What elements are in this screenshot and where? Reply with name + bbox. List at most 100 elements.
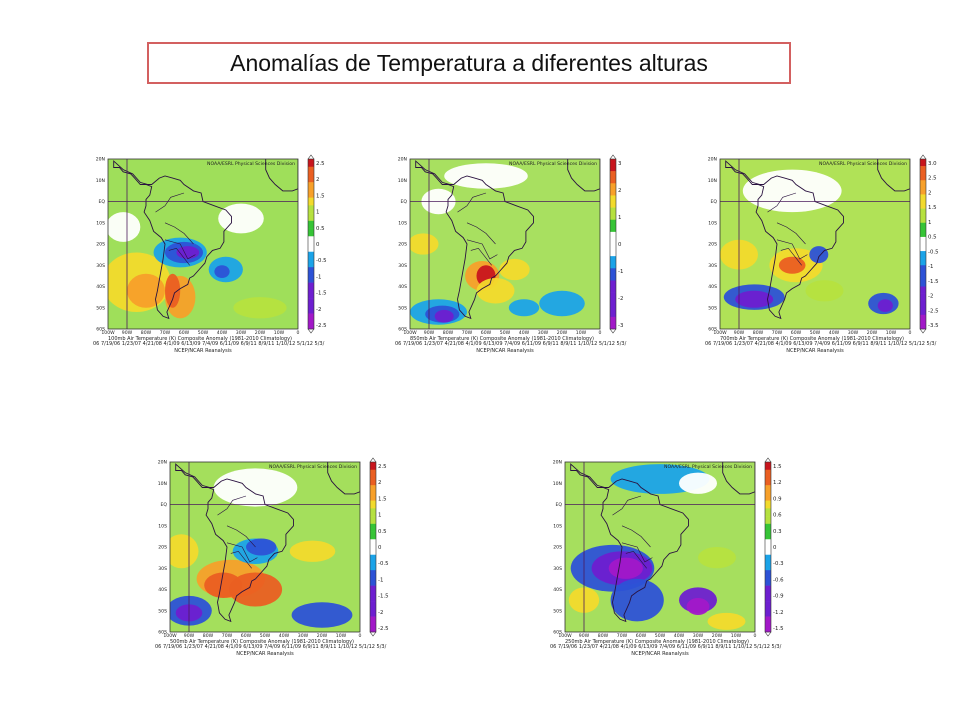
colorbar-segment <box>765 608 771 617</box>
colorbar-segment <box>308 213 314 222</box>
colorbar-label: 1.5 <box>378 496 387 502</box>
map-dates: 06 7/19/06 1/23/07 4/21/08 4/1/09 6/13/0… <box>93 341 325 347</box>
colorbar-segment <box>765 616 771 625</box>
anomaly-blob <box>165 273 181 308</box>
colorbar-label: 0.3 <box>773 529 782 535</box>
colorbar-segment <box>308 259 314 268</box>
colorbar-segment <box>370 477 376 486</box>
colorbar-segment <box>610 171 616 184</box>
map-figure: NOAA/ESRL Physical Sciences Division 20N 1… <box>705 154 939 354</box>
lon-label: 30W <box>848 330 859 336</box>
country-border <box>776 239 808 260</box>
lon-label: 60W <box>791 330 802 336</box>
anomaly-blob <box>499 258 530 281</box>
anomaly-blob <box>289 540 336 562</box>
map-source: NCEP/NCAR Reanalysis <box>786 348 844 354</box>
colorbar-label: -1.5 <box>316 291 327 297</box>
colorbar-segment <box>370 593 376 602</box>
lat-label: EQ <box>710 199 717 205</box>
lat-label: EQ <box>160 502 167 508</box>
anomaly-blob <box>877 299 893 312</box>
colorbar-label: 1 <box>928 220 931 226</box>
lat-label: 20S <box>158 545 167 551</box>
colorbar-segment <box>920 229 926 238</box>
map-dates: 06 7/19/06 1/23/07 4/21/08 4/1/09 6/13/0… <box>705 341 937 347</box>
colorbar-label: 0 <box>618 242 622 248</box>
map-panel-500mb: NOAA/ESRL Physical Sciences Division 20N 1… <box>150 457 410 658</box>
colorbar-label: -1 <box>316 274 321 280</box>
lon-label: 40W <box>829 330 840 336</box>
anomaly-blob <box>539 290 585 317</box>
map-frame <box>409 158 601 330</box>
lat-label: 60S <box>96 327 105 333</box>
colorbar-label: -0.3 <box>773 561 784 567</box>
colorbar-segment <box>370 624 376 633</box>
colorbar-label: 1.5 <box>316 193 325 199</box>
colorbar-segment <box>920 201 926 209</box>
colorbar-label: 2 <box>928 190 931 196</box>
colorbar-label: 2.5 <box>316 161 325 167</box>
colorbar-label: -0.9 <box>773 594 784 600</box>
country-border <box>780 247 802 266</box>
country-border <box>625 550 647 569</box>
map-source: NCEP/NCAR Reanalysis <box>236 651 294 657</box>
colorbar-segment <box>370 562 376 571</box>
colorbar-segment <box>765 523 771 532</box>
colorbar-label: -2 <box>378 610 383 616</box>
anomaly-blob <box>686 598 710 615</box>
anomaly-field <box>720 159 910 329</box>
lon-label: 70W <box>222 633 233 639</box>
colorbar-segment <box>920 194 926 202</box>
lon-label: 60W <box>636 633 647 639</box>
colorbar-frame <box>369 461 377 633</box>
lat-label: 30S <box>398 263 407 269</box>
map-panel-850mb: NOAA/ESRL Physical Sciences Division 20N 1… <box>390 154 650 355</box>
lat-label: 10N <box>708 178 717 184</box>
colorbar-label: 2 <box>316 177 319 183</box>
colorbar-segment <box>765 469 771 478</box>
colorbar-frame <box>919 158 927 330</box>
map-panel-700mb: NOAA/ESRL Physical Sciences Division 20N 1… <box>700 154 960 355</box>
colorbar-segment <box>920 293 926 301</box>
lon-label: 100W <box>558 633 572 639</box>
colorbar-segment <box>308 189 314 198</box>
anomaly-blob <box>476 278 515 304</box>
lon-label: 50W <box>260 633 271 639</box>
lon-label: 0 <box>909 330 912 336</box>
colorbar-label: 0 <box>378 545 382 551</box>
lon-label: 10W <box>886 330 897 336</box>
anomaly-field <box>410 159 600 329</box>
colorbar-segment <box>308 251 314 260</box>
colorbar-label: -0.5 <box>928 249 939 255</box>
country-border <box>466 222 496 245</box>
colorbar-label: -2.5 <box>316 323 327 329</box>
colorbar-segment <box>370 585 376 594</box>
lat-label: 10S <box>158 523 167 529</box>
colorbar-segment <box>765 570 771 579</box>
lon-label: 40W <box>279 633 290 639</box>
lon-label: 90W <box>122 330 133 336</box>
colorbar-segment <box>920 307 926 316</box>
colorbar-segment <box>370 608 376 617</box>
country-border <box>164 222 194 245</box>
colorbar-segment <box>308 298 314 307</box>
lat-label: 10S <box>553 523 562 529</box>
map-panel-100mb: NOAA/ESRL Physical Sciences Division 20N 1… <box>88 154 348 355</box>
anomaly-blob <box>735 290 774 308</box>
lat-label: 60S <box>398 327 407 333</box>
colorbar-segment <box>370 516 376 525</box>
lon-label: 100W <box>713 330 727 336</box>
lon-label: 0 <box>297 330 300 336</box>
colorbar-frame <box>307 158 315 330</box>
colorbar-segment <box>610 292 616 306</box>
coastline-africa <box>722 462 755 495</box>
country-border <box>226 542 258 563</box>
map-header: NOAA/ESRL Physical Sciences Division <box>664 464 752 470</box>
coastline-africa <box>567 159 600 192</box>
colorbar-segment <box>370 492 376 501</box>
colorbar-arrows <box>764 457 772 637</box>
lon-label: 30W <box>236 330 247 336</box>
anomaly-blob <box>805 280 844 302</box>
colorbar-segment <box>308 174 314 183</box>
anomaly-blob <box>213 468 298 507</box>
